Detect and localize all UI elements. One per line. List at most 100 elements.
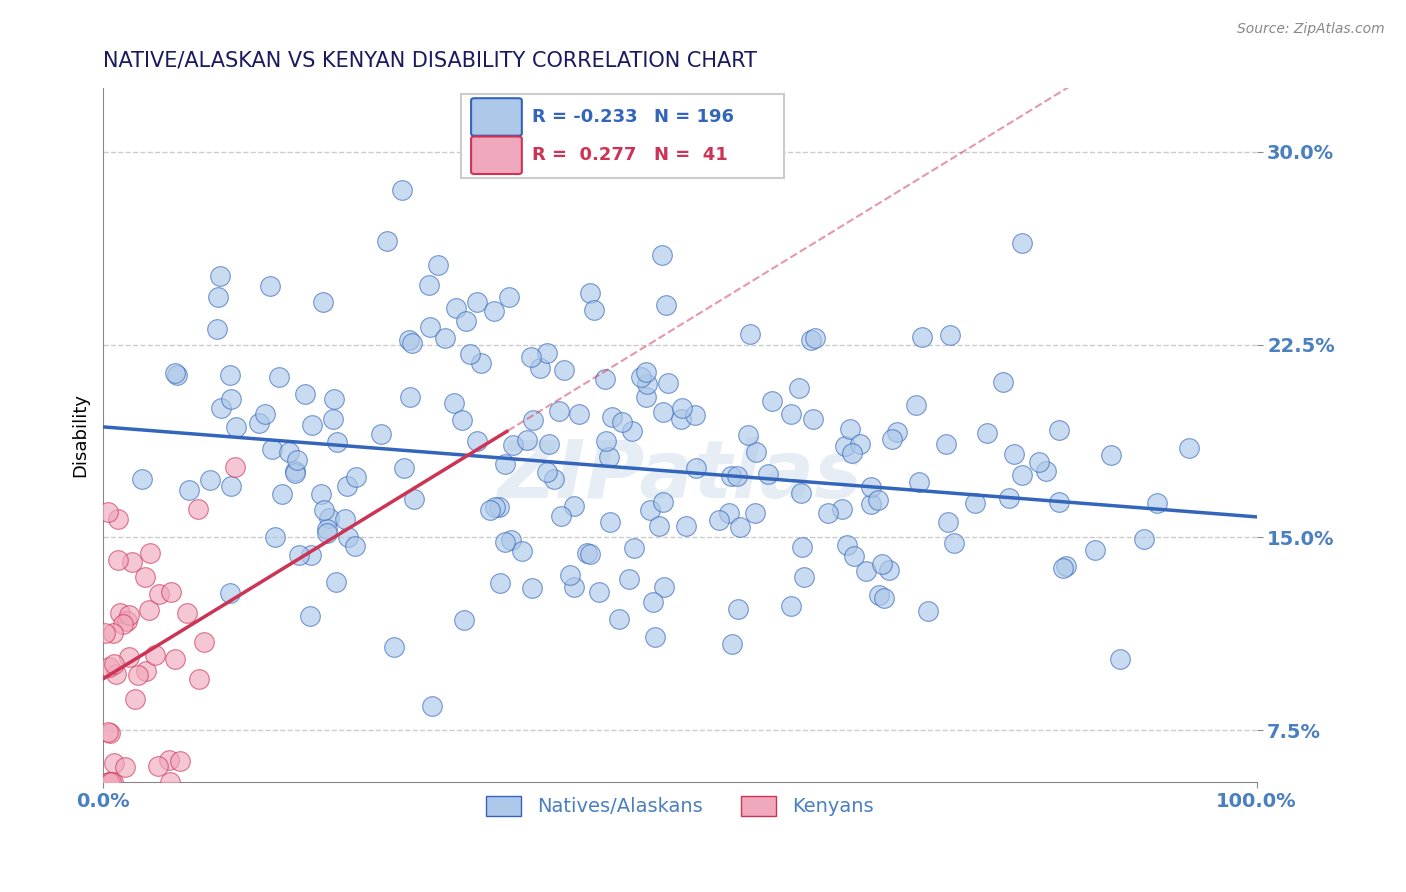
Point — [1146, 496, 1168, 510]
Point — [478, 503, 501, 517]
Point — [938, 516, 960, 530]
Point — [494, 457, 516, 471]
Point — [612, 415, 634, 429]
Point — [375, 234, 398, 248]
Point — [392, 460, 415, 475]
Point — [484, 500, 506, 514]
Point — [104, 667, 127, 681]
Point — [917, 604, 939, 618]
Text: R =  0.277: R = 0.277 — [533, 146, 637, 164]
Point — [877, 563, 900, 577]
Point — [595, 371, 617, 385]
Point — [935, 437, 957, 451]
Point — [789, 381, 811, 395]
Point — [652, 580, 675, 594]
Point — [315, 522, 337, 536]
Point — [849, 437, 872, 451]
Point — [1133, 533, 1156, 547]
Point — [520, 350, 543, 364]
Point — [219, 368, 242, 382]
Point — [94, 625, 117, 640]
Point — [1109, 652, 1132, 666]
Point — [942, 535, 965, 549]
Point — [498, 290, 520, 304]
Point — [488, 576, 510, 591]
FancyBboxPatch shape — [461, 95, 783, 178]
Point — [641, 595, 664, 609]
Point — [458, 347, 481, 361]
Point — [124, 691, 146, 706]
Point — [1002, 447, 1025, 461]
Point — [98, 774, 121, 789]
Point — [110, 606, 132, 620]
Point — [595, 434, 617, 448]
Point — [1028, 455, 1050, 469]
Point — [1035, 464, 1057, 478]
Point — [728, 520, 751, 534]
Point — [326, 435, 349, 450]
Point — [97, 774, 120, 789]
Point — [98, 726, 121, 740]
Text: R = -0.233: R = -0.233 — [533, 108, 638, 126]
Point — [886, 425, 908, 439]
Point — [644, 630, 666, 644]
Point — [333, 512, 356, 526]
Point — [391, 183, 413, 197]
Point — [744, 506, 766, 520]
Point — [121, 555, 143, 569]
Point — [779, 407, 801, 421]
Point — [562, 499, 585, 513]
Point — [842, 549, 865, 564]
Point — [163, 366, 186, 380]
Point — [1011, 467, 1033, 482]
Point — [443, 395, 465, 409]
Point — [529, 361, 551, 376]
Point — [558, 567, 581, 582]
Point — [792, 541, 814, 555]
Point — [254, 407, 277, 421]
Point — [575, 546, 598, 560]
Point — [344, 539, 367, 553]
Point — [209, 268, 232, 283]
Point — [522, 413, 544, 427]
Point — [470, 356, 492, 370]
Point — [370, 427, 392, 442]
Text: N = 196: N = 196 — [654, 108, 734, 126]
Point — [176, 606, 198, 620]
Point — [166, 368, 188, 382]
Point — [309, 487, 332, 501]
Point — [801, 412, 824, 426]
Point — [344, 470, 367, 484]
Point — [107, 511, 129, 525]
Point — [143, 648, 166, 663]
Point — [907, 475, 929, 489]
Point — [193, 634, 215, 648]
Point — [588, 585, 610, 599]
Point — [652, 495, 675, 509]
Point — [188, 672, 211, 686]
Point — [804, 331, 827, 345]
Point — [630, 370, 652, 384]
Point — [1054, 558, 1077, 573]
Point — [465, 434, 488, 448]
Point — [868, 588, 890, 602]
Point — [284, 466, 307, 480]
Point — [494, 534, 516, 549]
Point — [278, 445, 301, 459]
Point — [991, 375, 1014, 389]
Point — [543, 472, 565, 486]
Point — [835, 538, 858, 552]
Point — [859, 479, 882, 493]
Point — [419, 319, 441, 334]
Point — [617, 572, 640, 586]
Point — [107, 552, 129, 566]
Point — [127, 667, 149, 681]
Point — [648, 518, 671, 533]
Point — [312, 294, 335, 309]
Point — [325, 574, 347, 589]
Point — [623, 541, 645, 555]
Point — [793, 570, 815, 584]
Point — [209, 401, 232, 415]
Point — [314, 503, 336, 517]
Point — [553, 362, 575, 376]
